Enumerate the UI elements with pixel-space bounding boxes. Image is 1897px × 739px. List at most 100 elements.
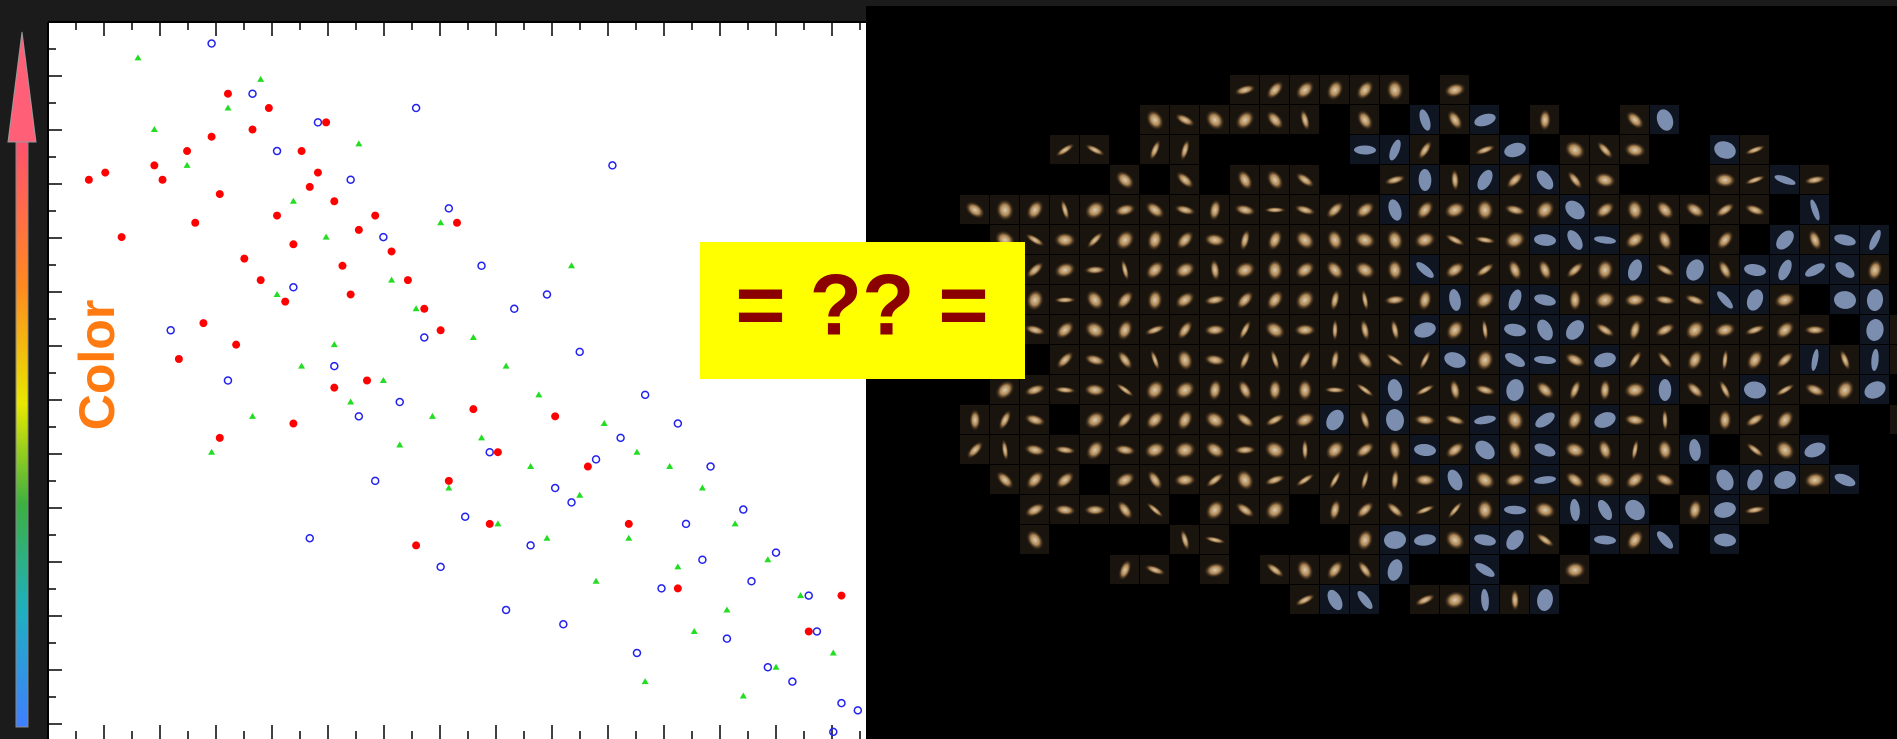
galaxy-tile [990,465,1019,494]
point [150,161,159,170]
galaxy [1055,320,1075,340]
galaxy-tile [1080,135,1109,164]
point [436,326,445,335]
galaxy-tile [1800,315,1829,344]
galaxy [1447,469,1463,491]
galaxy-tile [1230,105,1259,134]
point [535,391,543,398]
point [305,182,314,191]
galaxy-tile [1080,225,1109,254]
galaxy-tile [1860,225,1889,254]
galaxy-tile [1080,345,1109,374]
point [829,727,838,737]
point [297,147,306,156]
galaxy-tile [1380,375,1409,404]
galaxy-tile [1140,285,1169,314]
galaxy [1330,349,1340,371]
galaxy-tile [1080,195,1109,224]
galaxy-tile [1500,225,1529,254]
galaxy-tile [1770,255,1799,284]
galaxy-tile [1500,255,1529,284]
galaxy-tile [1560,495,1589,524]
galaxy [1266,80,1284,100]
galaxy-tile [1290,345,1319,374]
galaxy-tile [1170,225,1199,254]
galaxy [1416,262,1434,278]
galaxy-tile [1320,225,1349,254]
point [183,161,191,168]
galaxy [1655,263,1675,277]
galaxy-tile [1590,345,1619,374]
point [289,283,298,292]
galaxy [1204,354,1226,366]
galaxy [1475,262,1495,278]
galaxy-tile [1170,255,1199,284]
galaxy-tile [1440,585,1469,614]
galaxy-tile [1230,285,1259,314]
galaxy-tile [1590,375,1619,404]
galaxy-tile [1230,255,1259,284]
galaxy-tile [1110,315,1139,344]
galaxy-tile [1440,525,1469,554]
galaxy [1475,440,1495,460]
galaxy-tile [1230,315,1259,344]
galaxy-tile [1290,375,1319,404]
galaxy-tile [1230,495,1259,524]
galaxy [1446,319,1464,341]
galaxy-tile [1350,555,1379,584]
galaxy [1298,350,1312,370]
galaxy [1447,110,1463,130]
galaxy [1625,231,1645,249]
galaxy-tile [1590,255,1619,284]
galaxy-tile [1050,285,1079,314]
galaxy [1386,229,1404,251]
point [174,354,183,363]
galaxy-tile [1620,495,1649,524]
galaxy [1387,559,1403,581]
galaxy [1331,319,1339,341]
galaxy [1507,259,1523,281]
galaxy [1744,145,1766,155]
galaxy-tile [1110,495,1139,524]
galaxy-tile [1500,435,1529,464]
galaxy-tile [1620,195,1649,224]
galaxy-tile [1620,315,1649,344]
galaxy-tile [1800,375,1829,404]
galaxy-tile [1800,435,1829,464]
point [84,175,93,184]
galaxy [1294,323,1316,337]
galaxy-tile [1230,435,1259,464]
galaxy-tile [1740,435,1769,464]
galaxy-tile [1290,165,1319,194]
galaxy-tile [1260,405,1289,434]
galaxy [1474,470,1496,490]
galaxy-tile [1650,315,1679,344]
galaxy [1538,259,1552,281]
galaxy-tile [1650,225,1679,254]
galaxy [1060,199,1070,221]
galaxy [1414,414,1436,426]
galaxy-tile [1140,495,1169,524]
galaxy-tile [1860,345,1889,374]
point [698,484,706,491]
galaxy-tile [1530,225,1559,254]
galaxy [1239,349,1251,371]
galaxy-tile [1020,195,1049,224]
galaxy [1180,529,1190,551]
galaxy [1656,109,1674,131]
galaxy-tile [1410,165,1439,194]
galaxy [1238,320,1252,340]
galaxy [1864,381,1886,399]
galaxy [1564,441,1586,459]
galaxy [1300,109,1310,131]
galaxy [1534,443,1556,457]
galaxy-tile [1380,405,1409,434]
galaxy [1658,379,1672,401]
galaxy [1120,259,1130,281]
galaxy [1810,199,1820,221]
galaxy [1084,320,1106,340]
galaxy [1024,384,1046,396]
galaxy [1174,441,1196,459]
galaxy [1744,324,1766,336]
galaxy [1419,350,1431,370]
